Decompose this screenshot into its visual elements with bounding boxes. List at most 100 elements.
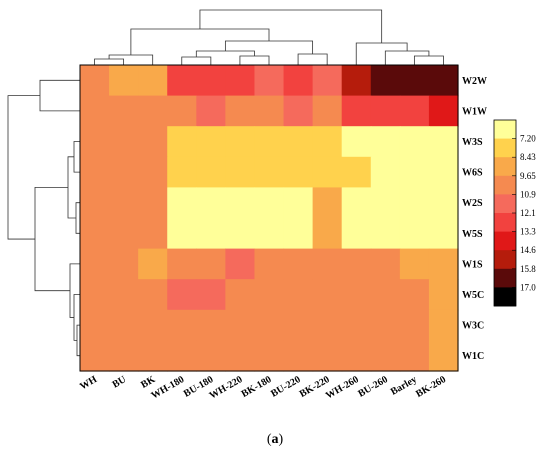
heatmap-cell-W5S-WH-180: [167, 218, 197, 250]
heatmap-cell-W6S-Barley: [399, 156, 430, 188]
column-dendrogram-link: [94, 58, 125, 65]
heatmap-cell-W5S-WH-220: [225, 218, 256, 250]
row-label-W6S: W6S: [462, 168, 483, 179]
column-dendrogram-link: [224, 40, 314, 54]
colorbar-tick-label: 8.43: [520, 152, 536, 162]
column-label-WH-260: WH-260: [324, 374, 361, 402]
heatmap-cells: [80, 65, 459, 372]
heatmap-cell-W5C-BK-220: [312, 279, 343, 311]
heatmap-cell-W5C-Barley: [399, 279, 430, 311]
column-dendrogram-link: [413, 55, 444, 65]
caption-letter: a: [272, 432, 279, 447]
heatmap-cell-W3S-BK-180: [254, 126, 285, 158]
heatmap-cell-W1S-BK-260: [428, 248, 459, 280]
column-dendrogram-link: [384, 50, 430, 65]
heatmap-cell-W1S-BK-220: [312, 248, 343, 280]
caption-open-paren: (: [267, 432, 272, 447]
heatmap-cell-W1C-BK: [138, 340, 168, 372]
heatmap-cell-W1S-Barley: [399, 248, 430, 280]
column-label-WH: WH: [78, 374, 99, 393]
heatmap-frame: [79, 64, 459, 372]
heatmap-cell-W2S-BU-180: [196, 187, 226, 219]
heatmap-cell-W5C-BU-180: [196, 279, 226, 311]
heatmap-cell-W3S-WH-180: [167, 126, 197, 158]
heatmap-cell-W1S-WH-220: [225, 248, 256, 280]
heatmap-cell-W2S-BK-260: [428, 187, 459, 219]
heatmap-cell-W2W-BK-180: [254, 65, 285, 97]
heatmap-cell-W2S-WH-220: [225, 187, 256, 219]
heatmap-cell-W3S-BU: [109, 126, 139, 158]
colorbar-segment: [494, 250, 516, 270]
heatmap-cell-W2S-BK-220: [312, 187, 343, 219]
heatmap-cell-W6S-BU: [109, 156, 139, 188]
heatmap-cell-W3C-BU-260: [370, 309, 401, 341]
heatmap-cell-W1W-Barley: [399, 95, 430, 127]
colorbar-segment: [494, 213, 516, 232]
row-dendrogram: [7, 79, 80, 357]
heatmap-cell-W2W-BU-180: [196, 65, 226, 97]
heatmap-cell-W2S-WH-260: [341, 187, 372, 219]
heatmap-cell-W1W-WH-220: [225, 95, 256, 127]
colorbar-tick-label: 17.0: [520, 282, 536, 292]
heatmap-cell-W3C-BU-220: [283, 309, 314, 341]
row-label-W2W: W2W: [462, 76, 487, 87]
row-labels: W2W W1W W3S W6S W2S W5S W1S W5C W3C W1C: [462, 76, 487, 362]
heatmap-cell-W1W-BU-220: [283, 95, 314, 127]
heatmap-cell-W3S-BK-260: [428, 126, 459, 158]
heatmap-cell-W5C-BK: [138, 279, 168, 311]
figure-caption: (a): [267, 432, 284, 447]
row-label-W5S: W5S: [462, 229, 483, 240]
row-label-W1W: W1W: [462, 106, 487, 117]
heatmap-cell-W2W-BK: [138, 65, 168, 97]
heatmap-cell-W1S-BK-180: [254, 248, 285, 280]
heatmap-cell-W3C-WH-260: [341, 309, 372, 341]
row-label-W1S: W1S: [462, 259, 483, 270]
colorbar-segment: [494, 268, 516, 288]
column-dendrogram-link: [181, 56, 212, 65]
heatmap-cell-W2W-BU-260: [370, 65, 401, 97]
heatmap-cell-W1W-BU-180: [196, 95, 226, 127]
heatmap-cell-W1C-BU-260: [370, 340, 401, 372]
heatmap-cell-W3C-WH: [80, 309, 110, 341]
heatmap-cell-W2S-BK-180: [254, 187, 285, 219]
heatmap-cell-W3C-BK-220: [312, 309, 343, 341]
heatmap-cell-W5S-BK-260: [428, 218, 459, 250]
colorbar-segment: [494, 175, 516, 195]
heatmap-cell-W1C-BU: [109, 340, 139, 372]
heatmap-cell-W2W-WH: [80, 65, 110, 97]
heatmap-cell-W3S-WH: [80, 126, 110, 158]
heatmap-cell-W3C-BU-180: [196, 309, 226, 341]
heatmap-cell-W3C-Barley: [399, 309, 430, 341]
heatmap-cell-W1S-BU-260: [370, 248, 401, 280]
heatmap-cell-W3S-BU-220: [283, 126, 314, 158]
heatmap-cell-W2S-BU-220: [283, 187, 314, 219]
heatmap-cell-W5S-Barley: [399, 218, 430, 250]
row-label-W3C: W3C: [462, 321, 484, 332]
colorbar-segment: [494, 138, 516, 158]
heatmap-cell-W3S-WH-260: [341, 126, 372, 158]
heatmap-cell-W1C-Barley: [399, 340, 430, 372]
heatmap-cell-W6S-BK-260: [428, 156, 459, 188]
heatmap-cell-W3C-BK-260: [428, 309, 459, 341]
heatmap-cell-W2S-WH: [80, 187, 110, 219]
heatmap-cell-W5S-WH: [80, 218, 110, 250]
heatmap-cell-W1W-WH-180: [167, 95, 197, 127]
colorbar-segment: [494, 231, 516, 251]
heatmap-cell-W1S-WH-260: [341, 248, 372, 280]
heatmap-cell-W5S-BU-260: [370, 218, 401, 250]
heatmap-cell-W6S-WH: [80, 156, 110, 188]
row-label-W5C: W5C: [462, 290, 484, 301]
heatmap-cell-W1C-BK-260: [428, 340, 459, 372]
row-dendrogram-link: [69, 263, 80, 318]
heatmap-cell-W3S-BU-180: [196, 126, 226, 158]
heatmap-cell-W1S-WH-180: [167, 248, 197, 280]
heatmap-cell-W2S-BK: [138, 187, 168, 219]
heatmap-cell-W5C-WH-180: [167, 279, 197, 311]
heatmap-cell-W6S-WH-220: [225, 156, 256, 188]
heatmap-cell-W6S-BK-220: [312, 156, 343, 188]
heatmap-cell-W6S-BK: [138, 156, 168, 188]
heatmap-cell-W1W-BK-220: [312, 95, 343, 127]
column-dendrogram-link: [108, 54, 154, 65]
heatmap-cell-W3S-BK-220: [312, 126, 343, 158]
heatmap-cell-W5C-BU: [109, 279, 139, 311]
